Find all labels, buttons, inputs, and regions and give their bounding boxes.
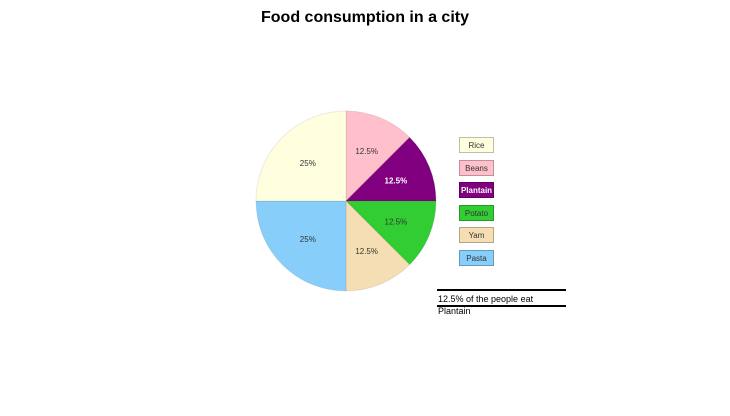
legend-item-beans: Beans bbox=[459, 159, 494, 176]
legend-item-potato: Potato bbox=[459, 204, 494, 221]
slice-label-potato: 12.5% bbox=[385, 218, 408, 227]
pie-slice-yam bbox=[345, 199, 411, 292]
pie-slice-rice bbox=[255, 110, 347, 202]
legend: Rice Beans Plantain Potato Yam Pasta bbox=[459, 137, 494, 272]
annotation: 12.5% of the people eat Plantain bbox=[437, 289, 566, 316]
slice-label-beans: 12.5% bbox=[355, 147, 378, 156]
legend-item-yam: Yam bbox=[459, 227, 494, 243]
pie-slice-pasta bbox=[255, 200, 347, 292]
slice-label-yam: 12.5% bbox=[355, 247, 378, 256]
pie-slice-beans bbox=[345, 110, 411, 203]
chart-title: Food consumption in a city bbox=[261, 9, 469, 26]
pie-slice-potato bbox=[344, 200, 437, 266]
slice-label-plantain: 12.5% bbox=[385, 176, 408, 185]
slice-label-pasta: 25% bbox=[300, 235, 316, 244]
legend-item-plantain: Plantain bbox=[459, 182, 494, 198]
legend-item-pasta: Pasta bbox=[459, 249, 494, 266]
legend-item-rice: Rice bbox=[459, 137, 494, 153]
pie-slice-plantain bbox=[344, 136, 437, 202]
slice-label-rice: 25% bbox=[300, 159, 316, 168]
